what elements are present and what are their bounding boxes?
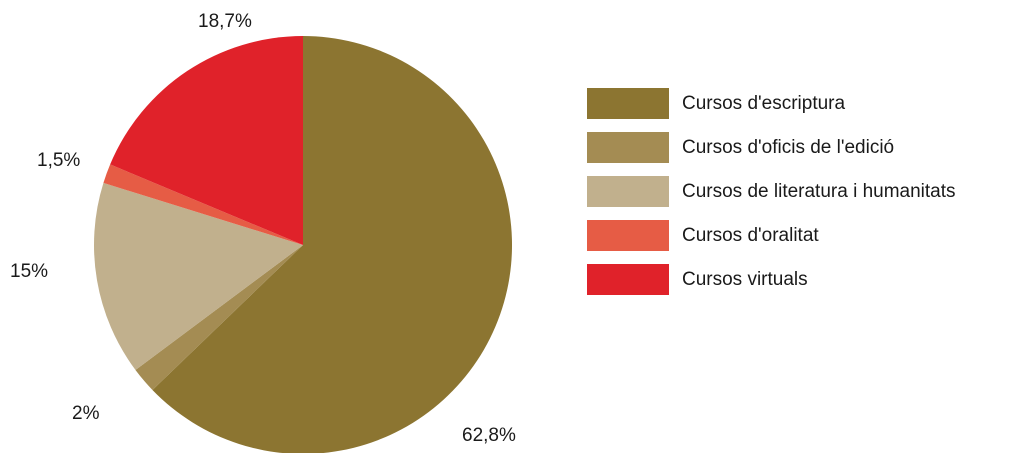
pie-slices [93,36,512,453]
legend-item-cursos-virtuals: Cursos virtuals [587,264,808,295]
legend-label-cursos-escriptura: Cursos d'escriptura [682,93,846,114]
legend-label-cursos-literatura-humanitats: Cursos de literatura i humanitats [682,181,956,202]
pie-slice-cursos-d-oralitat [103,164,304,245]
legend-swatch-cursos-literatura-humanitats [587,176,669,207]
pie-slice-labels: 62,8% 2% 15% 1,5% 18,7% [10,11,516,446]
legend-label-cursos-oralitat: Cursos d'oralitat [682,225,819,246]
legend-swatch-cursos-virtuals [587,264,669,295]
slice-label-cursos-oralitat: 1,5% [37,150,80,171]
slice-label-cursos-virtuals: 18,7% [198,11,252,32]
legend-swatch-cursos-escriptura [587,88,669,119]
pie-slice-cursos-virtuals [110,36,303,245]
slice-label-cursos-literatura-humanitats: 15% [10,261,48,282]
legend-item-cursos-oficis-edicio: Cursos d'oficis de l'edició [587,132,894,163]
legend-swatch-cursos-oralitat [587,220,669,251]
pie-slice-cursos-d-oficis-de-l-edicio [135,245,303,390]
legend-label-cursos-oficis-edicio: Cursos d'oficis de l'edició [682,137,894,158]
pie-slice-cursos-d-escriptura [152,36,512,453]
legend-item-cursos-oralitat: Cursos d'oralitat [587,220,819,251]
legend-swatch-cursos-oficis-edicio [587,132,669,163]
slice-label-cursos-escriptura: 62,8% [462,425,516,446]
legend: Cursos d'escriptura Cursos d'oficis de l… [587,88,956,295]
legend-item-cursos-escriptura: Cursos d'escriptura [587,88,846,119]
legend-item-cursos-literatura-humanitats: Cursos de literatura i humanitats [587,176,956,207]
pie-slice-cursos-de-literatura-i-humanitats [93,182,304,370]
slice-label-cursos-oficis-edicio: 2% [72,403,100,424]
legend-label-cursos-virtuals: Cursos virtuals [682,269,808,290]
